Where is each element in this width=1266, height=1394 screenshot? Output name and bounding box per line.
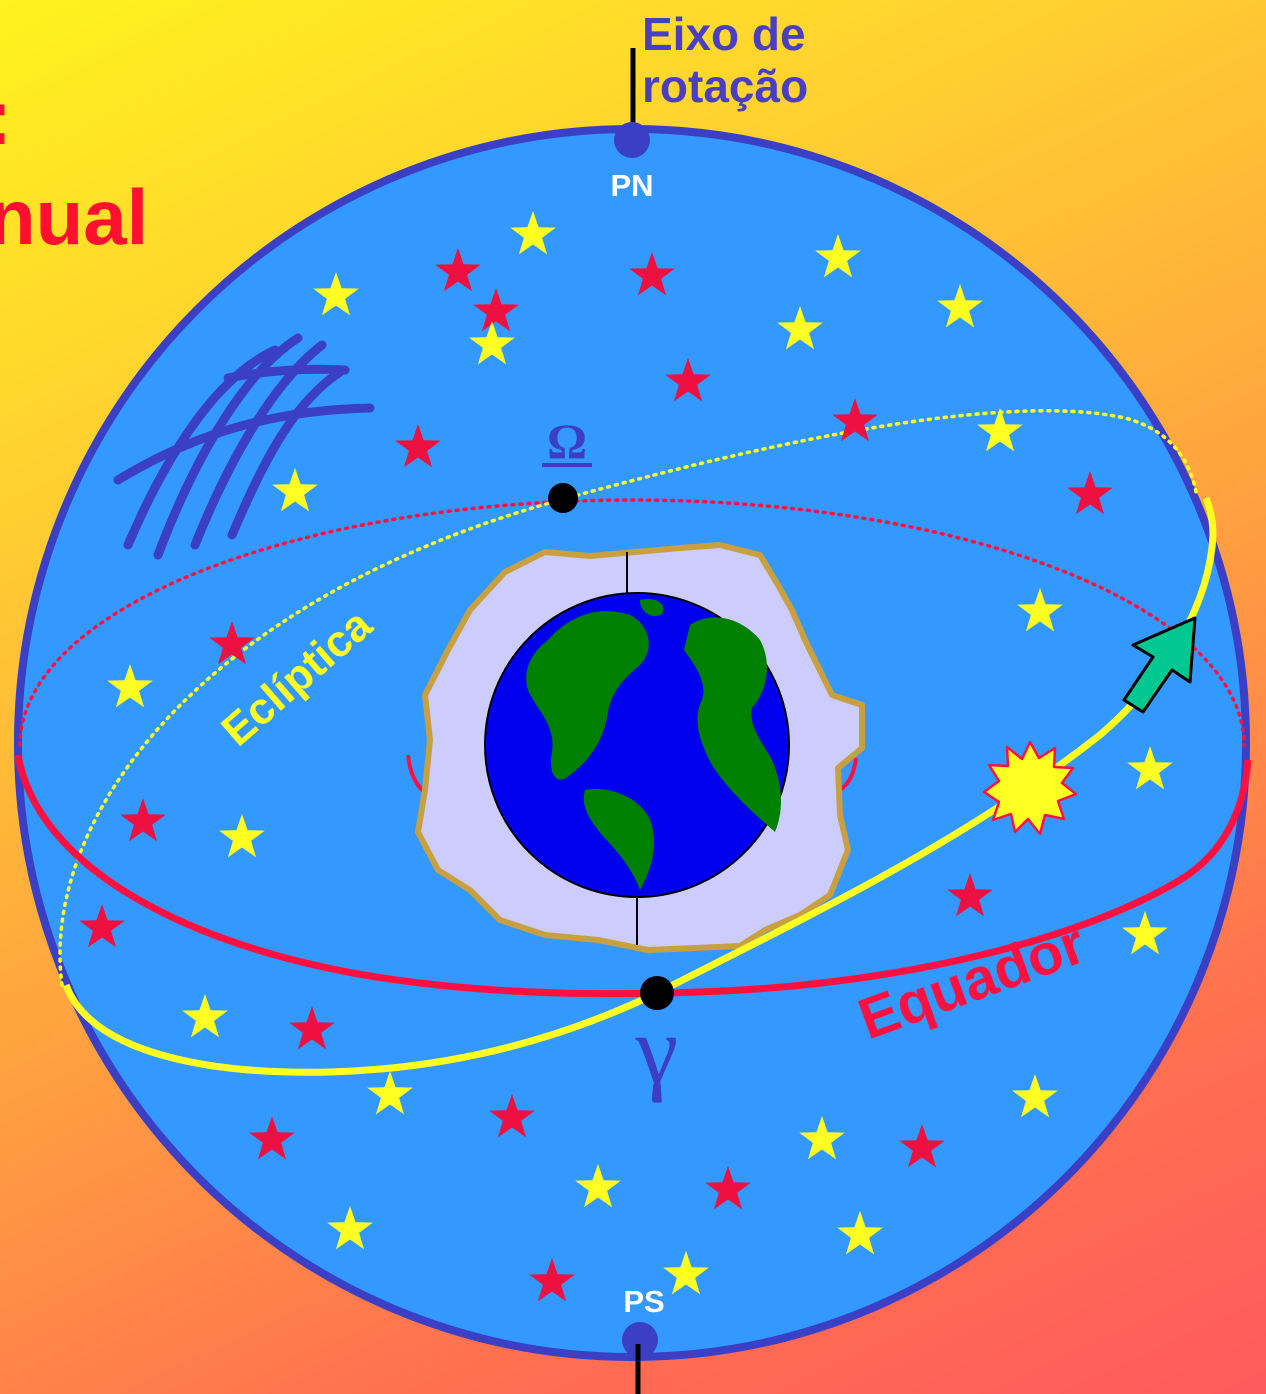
- vernal-point: [640, 976, 674, 1010]
- ascending-node-point: [548, 483, 578, 513]
- ecliptic-back: [58, 409, 1198, 987]
- title-line-1: :: [0, 78, 12, 156]
- direction-arrow-icon: [1122, 616, 1197, 714]
- north-pole-point: [614, 122, 650, 158]
- ecliptic-front: [62, 496, 1217, 1076]
- rotation-axis-label: Eixo de rotação: [642, 8, 808, 112]
- ascending-node-label: Ω: [547, 413, 587, 469]
- south-pole-label: PS: [623, 1284, 664, 1319]
- sun-icon: [982, 740, 1078, 836]
- rotation-axis-label-line-1: Eixo de: [642, 8, 806, 60]
- earth-icon: [484, 592, 790, 898]
- equator-back: [18, 498, 1246, 747]
- title-line-2: nual: [0, 173, 149, 261]
- grid-lines-icon: [113, 333, 375, 560]
- vernal-point-label: γ: [635, 996, 678, 1103]
- rotation-axis-label-line-2: rotação: [642, 60, 809, 112]
- equator-front: [14, 754, 1252, 998]
- south-pole-point: [622, 1322, 658, 1358]
- north-pole-label: PN: [610, 168, 653, 203]
